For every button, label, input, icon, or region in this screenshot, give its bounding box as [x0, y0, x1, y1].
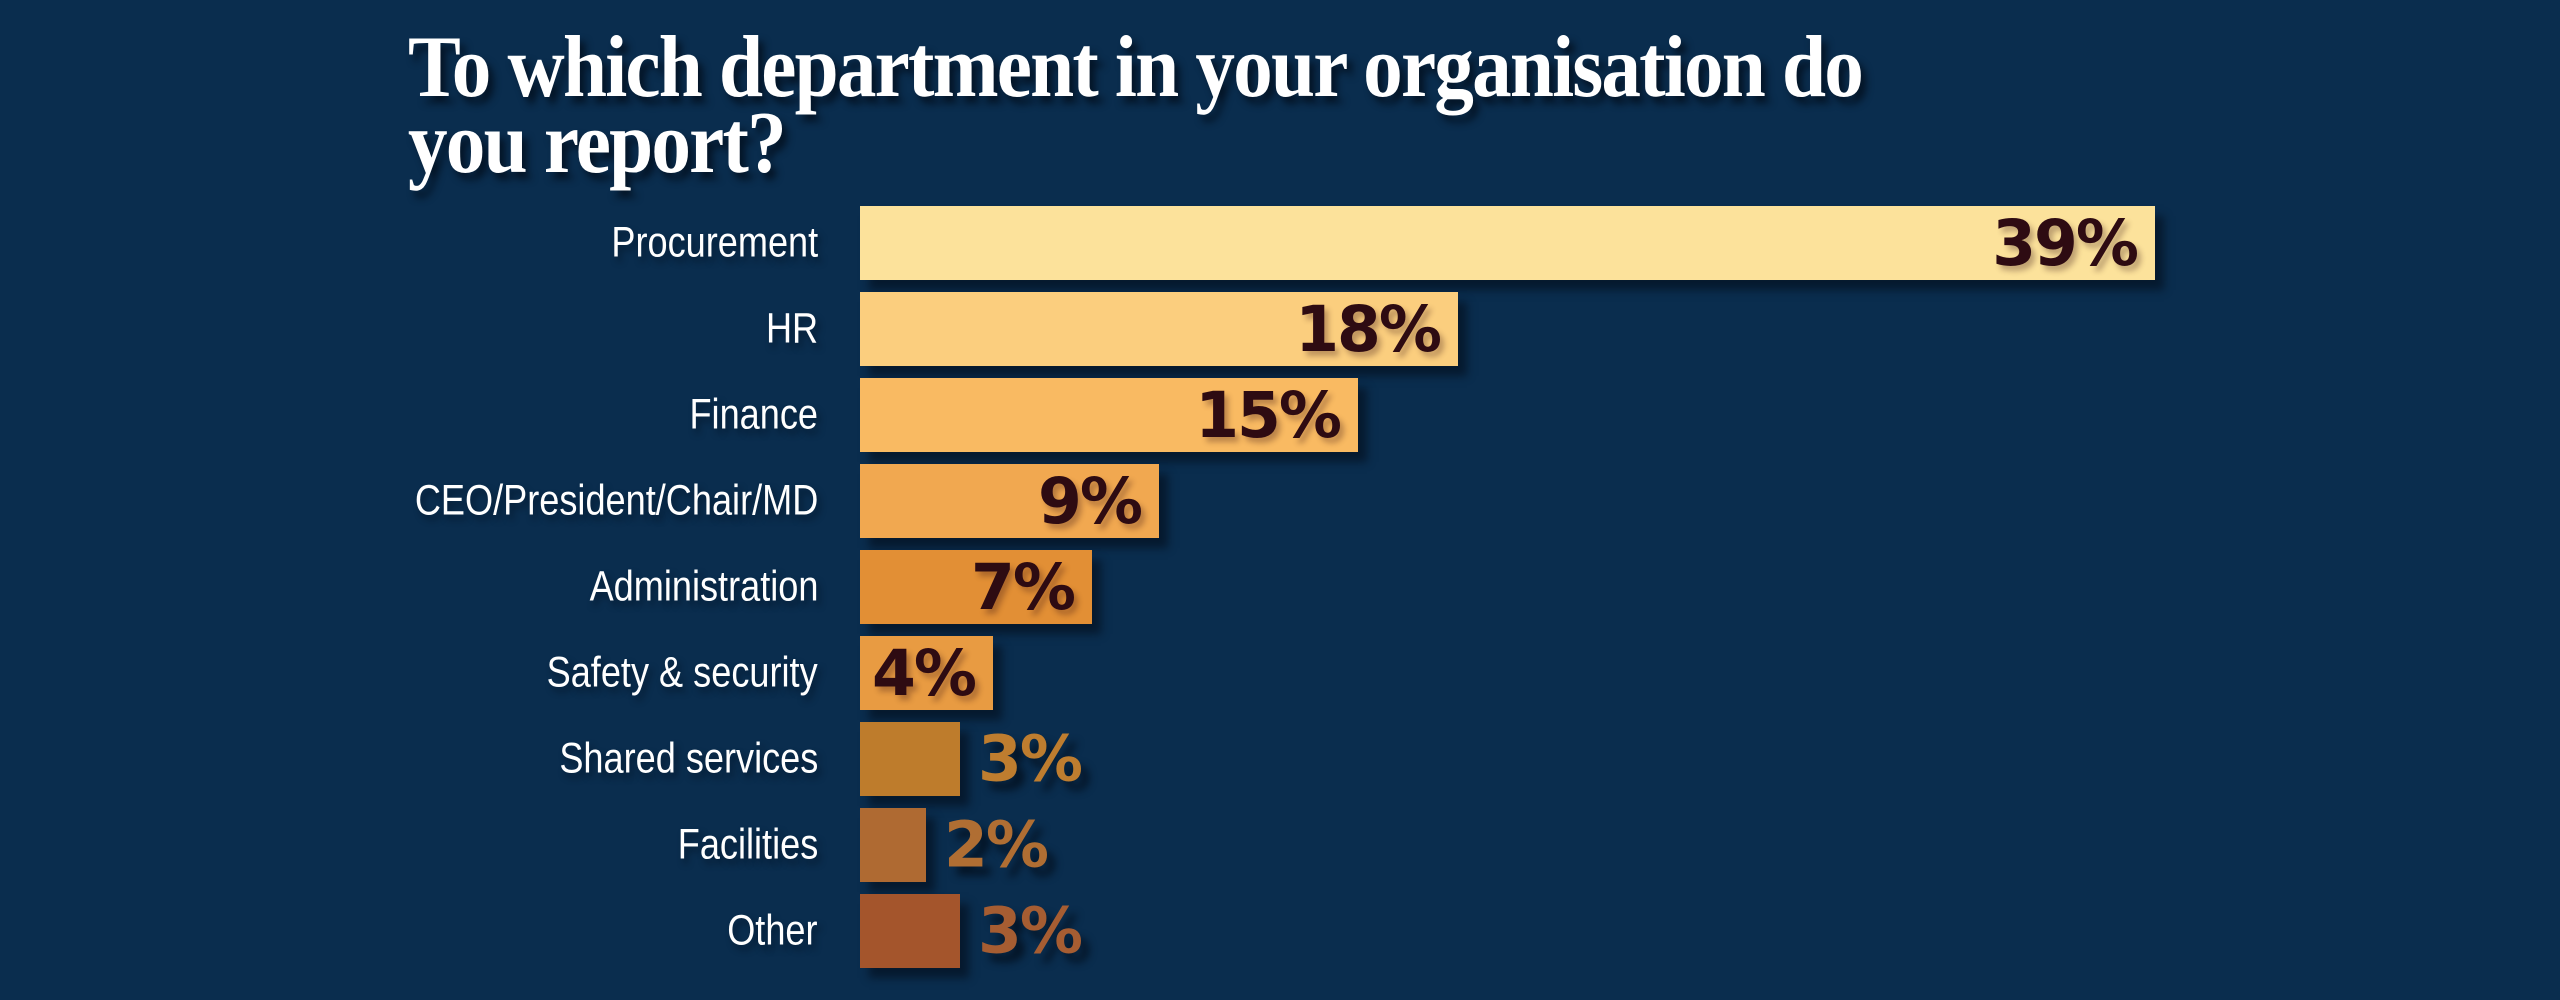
category-label: CEO/President/Chair/MD — [414, 476, 818, 525]
category-label: Other — [727, 906, 818, 955]
value-label: 3% — [978, 722, 1083, 796]
chart-title: To which department in your organisation… — [408, 19, 1864, 192]
bar: 4% — [860, 636, 993, 710]
bar-row: Procurement 39% — [0, 206, 2560, 280]
bar — [860, 808, 926, 882]
bar: 9% — [860, 464, 1159, 538]
value-label: 18% — [1295, 292, 1442, 366]
category-label: Finance — [689, 390, 818, 439]
bar-row: HR 18% — [0, 292, 2560, 366]
bar-row: CEO/President/Chair/MD 9% — [0, 464, 2560, 538]
bar — [860, 894, 960, 968]
bar-row: Shared services 3% — [0, 722, 2560, 796]
value-label: 3% — [978, 894, 1083, 968]
value-label: 7% — [971, 550, 1076, 624]
bar: 39% — [860, 206, 2155, 280]
category-label: Procurement — [611, 218, 818, 267]
bar-row: Administration 7% — [0, 550, 2560, 624]
bar-row: Finance 15% — [0, 378, 2560, 452]
value-label: 4% — [872, 636, 977, 710]
bar: 18% — [860, 292, 1458, 366]
category-label: HR — [765, 304, 818, 353]
bar: 7% — [860, 550, 1092, 624]
category-label: Administration — [589, 562, 818, 611]
bar — [860, 722, 960, 796]
bar-row: Other 3% — [0, 894, 2560, 968]
category-label: Safety & security — [546, 648, 818, 697]
chart-title-line-2: you report? — [408, 95, 787, 192]
bar: 15% — [860, 378, 1358, 452]
value-label: 39% — [1992, 206, 2139, 280]
category-label: Shared services — [559, 734, 818, 783]
chart-title-line-1: To which department in your organisation… — [408, 19, 1864, 116]
value-label: 9% — [1038, 464, 1143, 538]
bar-row: Safety & security 4% — [0, 636, 2560, 710]
category-label: Facilities — [677, 820, 818, 869]
value-label: 15% — [1195, 378, 1342, 452]
bar-row: Facilities 2% — [0, 808, 2560, 882]
value-label: 2% — [944, 808, 1049, 882]
